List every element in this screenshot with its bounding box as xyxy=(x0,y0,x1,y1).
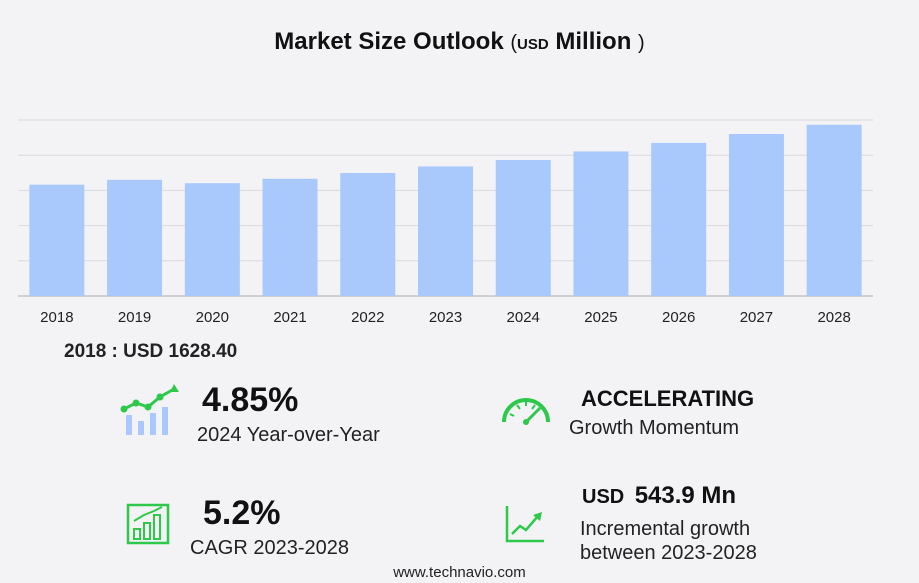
yoy-value: 4.85% xyxy=(202,381,299,419)
incremental-value: 543.9 Mn xyxy=(634,482,737,509)
bar-2022 xyxy=(340,172,396,296)
x-tick-2021: 2021 xyxy=(273,309,306,326)
x-tick-2022: 2022 xyxy=(351,309,384,326)
title-close-paren: ) xyxy=(638,32,645,54)
bar-chart: 2018 2019 2020 2021 2022 2023 2024 2025 2026 2027… xyxy=(18,119,873,326)
momentum-value: ACCELERATING xyxy=(581,386,755,411)
incremental-label-line2: between 2023-2028 xyxy=(580,542,757,564)
cagr-label: CAGR 2023-2028 xyxy=(190,537,349,559)
x-tick-2026: 2026 xyxy=(662,309,695,326)
incremental-currency: USD xyxy=(582,486,625,508)
bar-2019 xyxy=(107,179,163,296)
x-tick-2028: 2028 xyxy=(817,309,850,326)
bar-2026 xyxy=(651,142,707,296)
yoy-label-block: 2024 Year-over-Year xyxy=(197,424,380,447)
bar-2024 xyxy=(495,159,551,296)
title-open-paren: ( xyxy=(510,32,518,54)
bar-2018 xyxy=(29,184,85,296)
chart-title: Market Size Outlook (USD Million ) xyxy=(0,28,919,56)
chart-title-main: Market Size Outlook xyxy=(274,28,504,55)
x-tick-labels: 2018 2019 2020 2021 2022 2023 2024 2025 2026 2027… xyxy=(40,309,851,326)
growth-chart-icon xyxy=(120,384,179,435)
cagr-label-block: CAGR 2023-2028 xyxy=(190,537,349,560)
bar-2023 xyxy=(418,166,473,296)
x-tick-2023: 2023 xyxy=(429,309,462,326)
momentum-stat: ACCELERATING xyxy=(581,386,754,412)
incremental-label-block: Incremental growth between 2023-2028 xyxy=(580,517,757,565)
bar-2027 xyxy=(728,134,784,296)
x-tick-2025: 2025 xyxy=(584,309,617,326)
yoy-stat: 4.85% xyxy=(202,381,298,420)
x-tick-2018: 2018 xyxy=(40,309,73,326)
footer-url: www.technavio.com xyxy=(393,564,526,581)
momentum-label: Growth Momentum xyxy=(569,417,740,439)
yoy-label: 2024 Year-over-Year xyxy=(197,424,380,446)
bar-growth-icon xyxy=(126,503,170,545)
momentum-label-block: Growth Momentum xyxy=(569,417,739,440)
bar-2028 xyxy=(806,124,862,296)
x-tick-2019: 2019 xyxy=(118,309,151,326)
title-unit: Million xyxy=(555,28,632,55)
x-tick-2024: 2024 xyxy=(507,309,540,326)
cagr-value: 5.2% xyxy=(203,494,281,532)
x-tick-2020: 2020 xyxy=(196,309,229,326)
incremental-label-line1: Incremental growth xyxy=(580,518,751,540)
bars xyxy=(29,124,862,296)
base-year-value: 2018 : USD 1628.40 xyxy=(64,341,238,362)
trend-line-icon xyxy=(505,506,544,543)
bar-2025 xyxy=(573,151,629,296)
bar-2021 xyxy=(262,178,318,296)
incremental-stat: USD 543.9 Mn xyxy=(582,482,736,510)
cagr-stat: 5.2% xyxy=(203,494,281,533)
bar-2020 xyxy=(184,183,240,296)
speedometer-icon xyxy=(502,398,550,425)
x-tick-2027: 2027 xyxy=(740,309,773,326)
title-unit-small: USD xyxy=(517,36,549,53)
